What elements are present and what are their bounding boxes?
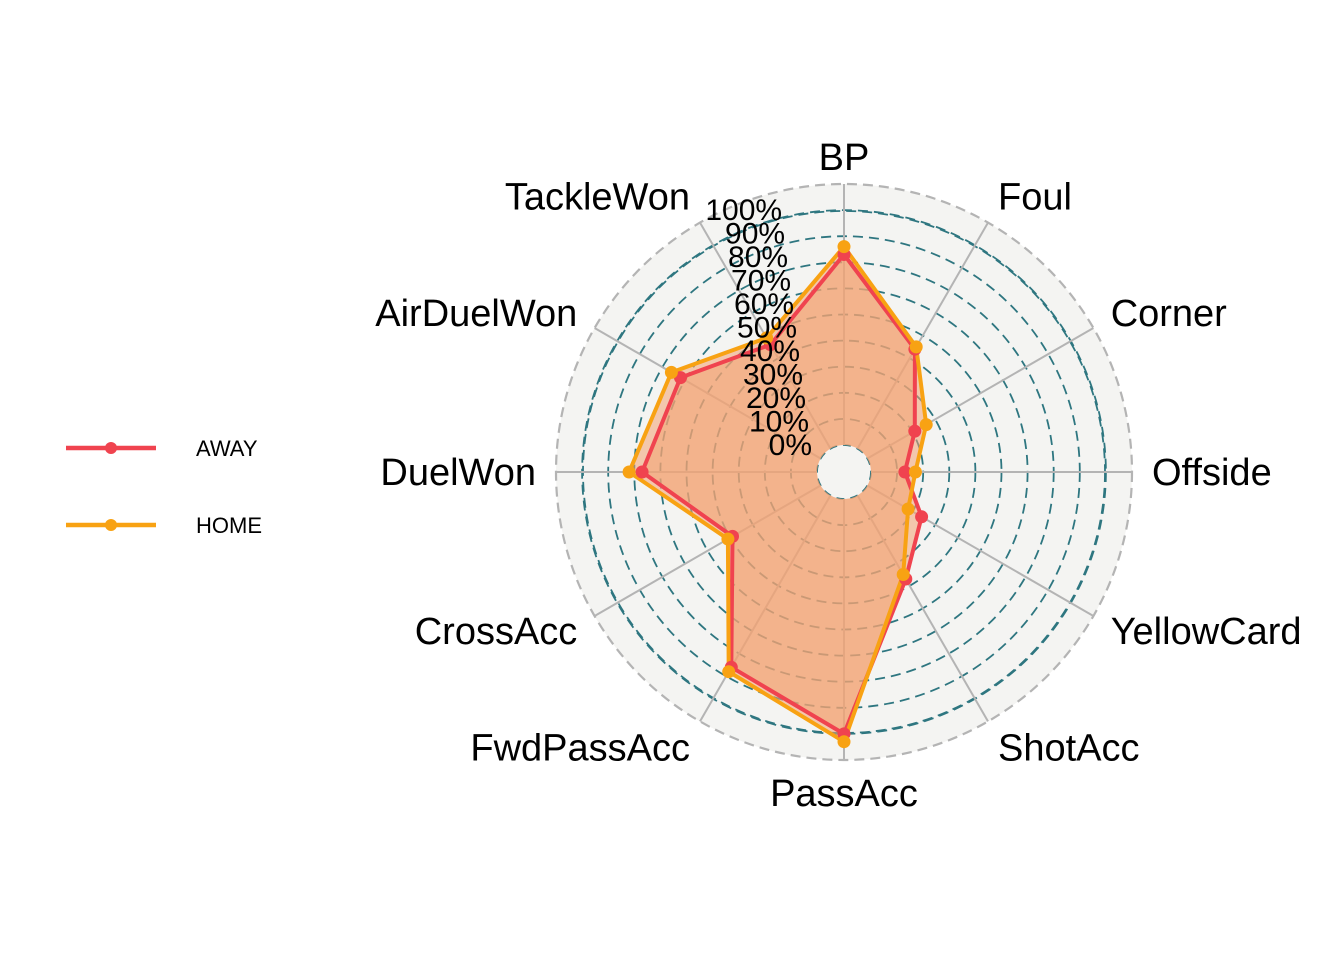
point-away-yellowcard — [915, 510, 929, 524]
panel-background — [556, 184, 1132, 760]
point-away-corner — [908, 424, 922, 438]
legend-label-home: HOME — [196, 513, 262, 538]
axis-label-shotacc: ShotAcc — [998, 727, 1140, 769]
radial-tick-30: 30% — [743, 359, 803, 392]
point-home-duelwon — [622, 465, 636, 479]
point-home-yellowcard — [901, 502, 915, 516]
point-home-passacc — [837, 735, 851, 749]
axis-label-tacklewon: TackleWon — [505, 177, 690, 219]
point-home-tacklewon — [760, 331, 774, 345]
radial-tick-60: 60% — [734, 288, 794, 321]
axis-label-foul: Foul — [998, 177, 1072, 219]
point-away-duelwon — [635, 465, 649, 479]
point-home-corner — [919, 418, 933, 432]
axis-label-duelwon: DuelWon — [380, 452, 536, 494]
legend-marker-home — [105, 519, 117, 531]
legend-label-away: AWAY — [196, 436, 258, 461]
point-home-airduelwon — [664, 365, 678, 379]
point-home-offside — [908, 465, 922, 479]
axis-label-corner: Corner — [1111, 293, 1227, 335]
radial-tick-80: 80% — [728, 241, 788, 274]
axis-label-bp: BP — [819, 137, 870, 179]
radial-tick-70: 70% — [731, 265, 791, 298]
axis-label-airduelwon: AirDuelWon — [375, 293, 577, 335]
axis-label-fwdpassacc: FwdPassAcc — [470, 727, 690, 769]
radial-tick-40: 40% — [740, 335, 800, 368]
point-home-fwdpassacc — [722, 665, 736, 679]
axis-label-passacc: PassAcc — [770, 773, 918, 815]
radial-tick-0: 0% — [769, 429, 812, 462]
axis-labels: BP Foul Corner Offside YellowCard ShotAcc Pass… — [375, 137, 1301, 815]
radial-tick-100: 100% — [705, 194, 782, 227]
radial-tick-labels: 0%10%20%30%40%50%60%70%80%90%100% — [705, 194, 812, 462]
radial-tick-50: 50% — [737, 312, 797, 345]
radial-tick-20: 20% — [746, 382, 806, 415]
point-home-crossacc — [721, 532, 735, 546]
axis-label-offside: Offside — [1152, 452, 1272, 494]
point-away-offside — [898, 465, 912, 479]
legend-marker-away — [105, 442, 117, 454]
radial-tick-10: 10% — [749, 406, 809, 439]
axis-label-crossacc: CrossAcc — [415, 611, 578, 653]
series-points — [622, 240, 933, 749]
radial-tick-90: 90% — [725, 218, 785, 251]
point-home-foul — [909, 340, 923, 354]
point-home-shotacc — [896, 568, 910, 581]
axis-label-yellowcard: YellowCard — [1111, 611, 1302, 653]
point-home-bp — [837, 240, 851, 254]
legend: AWAY HOME — [66, 436, 262, 538]
